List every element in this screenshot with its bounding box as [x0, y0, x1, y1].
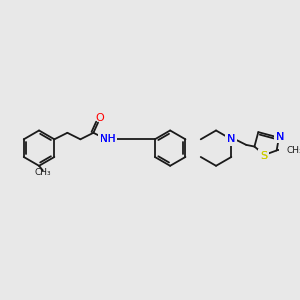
- Text: S: S: [260, 151, 267, 161]
- Text: N: N: [276, 132, 284, 142]
- Text: O: O: [95, 113, 104, 123]
- Text: N: N: [227, 134, 236, 144]
- Text: NH: NH: [100, 134, 115, 144]
- Text: S: S: [260, 151, 267, 161]
- Text: N: N: [276, 132, 284, 142]
- Text: CH₃: CH₃: [34, 168, 51, 177]
- Text: NH: NH: [100, 134, 115, 144]
- Text: N: N: [227, 134, 236, 144]
- Text: CH₃: CH₃: [287, 146, 300, 155]
